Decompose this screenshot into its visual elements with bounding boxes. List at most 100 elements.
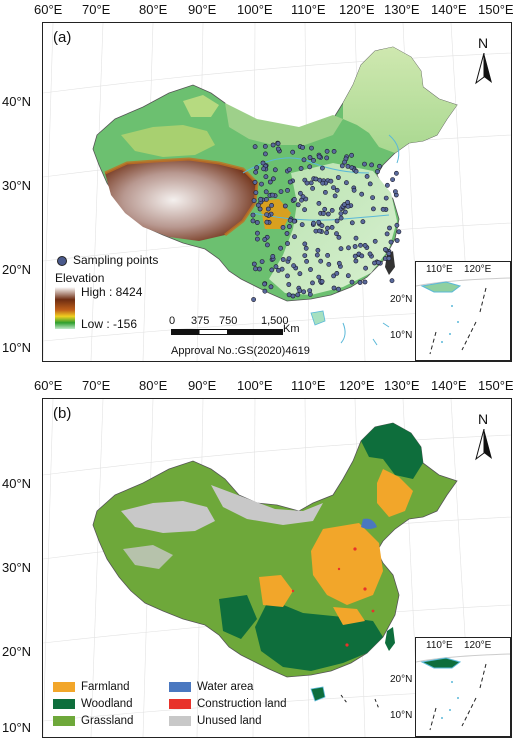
sampling-point	[325, 252, 330, 258]
sampling-point	[343, 180, 349, 186]
lat-label: 40°N	[2, 476, 32, 491]
sampling-point	[301, 157, 307, 163]
sampling-point	[265, 206, 271, 212]
sampling-point	[253, 190, 259, 195]
sampling-point	[287, 217, 293, 223]
legend-item-unused-land: Unused land	[169, 715, 262, 729]
legend-label: Water area	[197, 681, 254, 693]
sampling-point	[352, 244, 358, 249]
sampling-point	[345, 163, 351, 169]
sampling-point	[262, 281, 267, 287]
sampling-point	[307, 291, 313, 297]
sampling-point	[253, 169, 259, 175]
sampling-point	[331, 185, 336, 190]
sampling-point	[251, 198, 257, 203]
sampling-point	[375, 260, 381, 265]
legend-item-woodland: Woodland	[53, 698, 133, 712]
lon-label: 110°E	[291, 378, 326, 393]
sampling-point	[270, 253, 276, 259]
sampling-points-label: Sampling points	[73, 253, 159, 267]
lon-label: 150°E	[478, 378, 514, 393]
sampling-point	[262, 151, 268, 157]
sampling-point	[308, 267, 313, 272]
sampling-point	[286, 256, 292, 261]
sampling-point	[338, 215, 344, 221]
farmland-yangtze	[333, 607, 365, 625]
sampling-point	[291, 218, 297, 224]
coastline-water	[340, 134, 400, 346]
sampling-point	[329, 207, 335, 213]
sampling-point	[311, 220, 316, 226]
sampling-point	[392, 189, 398, 194]
sampling-point	[384, 231, 390, 237]
lat-label: 30°N	[2, 178, 32, 193]
land-use-map	[43, 399, 511, 737]
china-landmass	[92, 422, 458, 678]
longitude-axis-top-a: 60°E 70°E 80°E 90°E 100°E 110°E 120°E 13…	[0, 2, 520, 20]
sampling-point	[257, 266, 262, 272]
sampling-point	[251, 297, 256, 302]
sampling-point	[251, 261, 257, 267]
lat-label: 40°N	[2, 94, 32, 109]
sampling-point	[307, 164, 313, 170]
unused-land-gobi	[211, 485, 323, 525]
sampling-point	[386, 251, 392, 256]
sampling-point	[345, 273, 351, 279]
inset-lat-label: 10°N	[390, 710, 413, 721]
elevation-map	[43, 23, 511, 361]
sampling-point	[300, 194, 306, 200]
inset-lat-label: 20°N	[390, 674, 413, 685]
sampling-point	[394, 222, 400, 228]
sampling-point	[258, 196, 263, 202]
north-arrow-icon	[475, 53, 492, 85]
sampling-point	[263, 174, 269, 180]
inset-lat-label: 10°N	[390, 330, 413, 341]
sampling-point-icon	[57, 255, 67, 266]
north-arrow-a: N	[471, 35, 497, 87]
farmland-northeast	[377, 469, 413, 517]
sampling-point	[254, 165, 260, 171]
sampling-point	[353, 235, 359, 241]
sampling-point	[263, 196, 269, 202]
sampling-point	[318, 258, 324, 264]
sampling-point	[254, 236, 260, 242]
sampling-point	[336, 260, 342, 266]
sampling-point	[302, 207, 307, 213]
sampling-point	[259, 259, 265, 264]
scale-tick: 375	[191, 315, 210, 327]
scale-tick: 0	[169, 315, 176, 327]
sampling-point	[326, 261, 332, 267]
sampling-point	[284, 231, 290, 236]
plateau-rim	[104, 157, 259, 237]
sampling-point	[359, 191, 365, 197]
sampling-point	[388, 239, 394, 245]
sampling-point	[286, 224, 292, 229]
lon-label: 130°E	[384, 2, 420, 17]
sampling-point	[339, 163, 345, 169]
scale-tick: 1,500	[261, 315, 289, 327]
sampling-point	[285, 187, 290, 193]
sampling-point	[264, 242, 270, 248]
sampling-point	[304, 258, 309, 264]
sampling-point	[396, 229, 402, 235]
sampling-point	[264, 212, 270, 217]
sampling-point	[328, 178, 334, 184]
sampling-point	[278, 189, 284, 194]
lat-label: 20°N	[2, 644, 32, 659]
sampling-point	[316, 219, 322, 225]
sampling-point	[390, 177, 395, 182]
sampling-point	[363, 265, 368, 271]
sampling-point	[334, 187, 340, 193]
sampling-point	[301, 289, 307, 295]
sampling-point	[307, 155, 313, 160]
sampling-point	[370, 206, 376, 212]
sampling-point	[272, 167, 278, 173]
sampling-point	[316, 154, 322, 160]
inset-map	[416, 277, 510, 355]
lon-label: 140°E	[431, 378, 467, 393]
sampling-point	[280, 224, 286, 230]
sampling-point	[335, 175, 341, 180]
sampling-point	[324, 155, 330, 161]
sampling-point	[362, 279, 368, 285]
lon-label: 60°E	[34, 2, 63, 17]
